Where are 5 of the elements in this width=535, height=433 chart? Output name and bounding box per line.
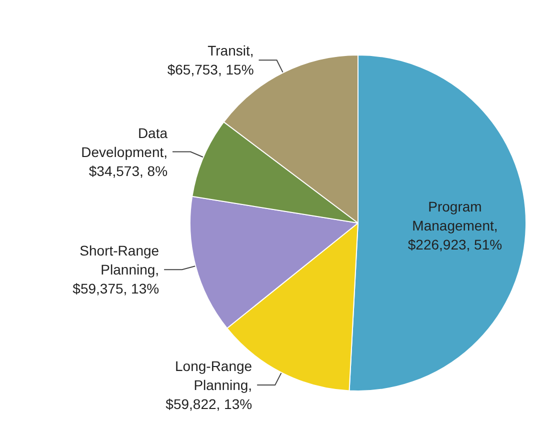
slice-label: Long-Range Planning, $59,822, 13% [166,358,252,412]
slice-label: Program Management, $226,923, 51% [408,198,502,252]
slice-label: Data Development, $34,573, 8% [81,124,168,179]
slice-label: Transit, $65,753, 15% [167,42,254,78]
slice-label: Short-Range Planning, $59,375, 13% [72,242,160,297]
